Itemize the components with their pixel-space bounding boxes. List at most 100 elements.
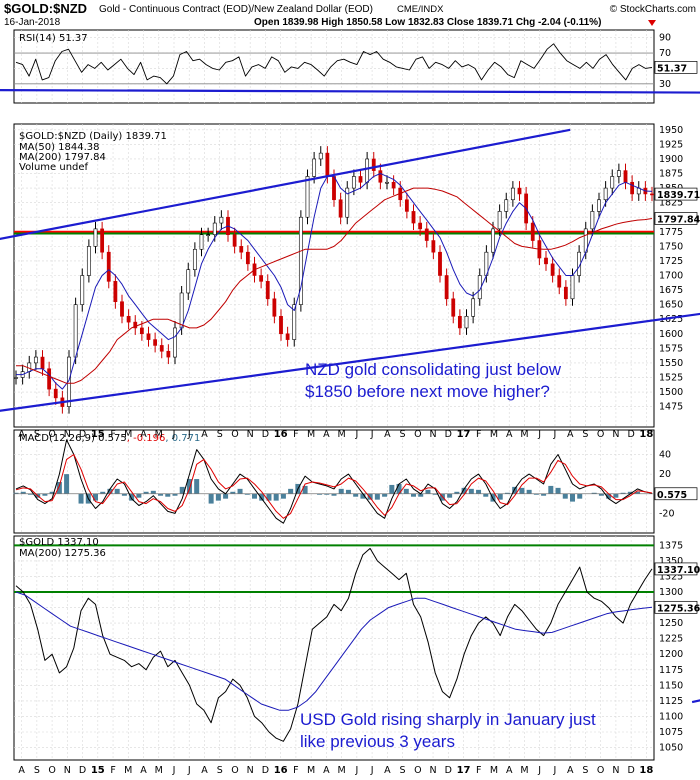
macd-histogram-bar	[56, 481, 62, 494]
x-month-label-bottom: S	[34, 765, 40, 776]
x-month-label-bottom: D	[262, 765, 269, 776]
x-month-label-mid: O	[48, 429, 55, 440]
candle-body	[245, 251, 250, 265]
macd-histogram-bar	[447, 493, 453, 498]
x-month-label-bottom: F	[293, 765, 298, 776]
x-month-label-bottom: A	[18, 765, 25, 776]
y-tick-label: 1950	[659, 125, 683, 136]
macd-histogram-bar	[100, 491, 106, 494]
candle-body	[173, 327, 177, 358]
macd-histogram-bar	[13, 492, 19, 494]
x-month-label-bottom: J	[187, 765, 191, 776]
macd-histogram-bar	[425, 489, 431, 494]
x-month-label-mid: F	[110, 429, 115, 440]
y-tick-label: 1500	[659, 387, 683, 398]
candle-body	[616, 170, 621, 177]
macd-histogram-bar	[432, 493, 438, 495]
x-month-label-mid: S	[34, 429, 40, 440]
macd-histogram-bar	[20, 491, 26, 494]
x-month-label-mid: S	[400, 429, 406, 440]
x-month-label-mid: A	[18, 429, 25, 440]
candle-body	[166, 350, 171, 358]
x-month-label-mid: O	[597, 429, 604, 440]
macd-histogram-bar	[259, 493, 265, 501]
candle-body	[371, 158, 376, 171]
candle-body	[33, 356, 38, 364]
macd-histogram-bar	[273, 493, 279, 501]
macd-histogram-bar	[143, 491, 149, 494]
x-month-label-bottom: M	[490, 765, 498, 776]
candle-body	[285, 333, 290, 340]
gold-annotation-line-0: USD Gold rising sharply in January just	[300, 710, 596, 729]
x-month-label-bottom: 17	[457, 765, 471, 776]
candle-body	[497, 211, 502, 230]
candle-body	[93, 228, 98, 247]
candle-body	[146, 333, 151, 340]
candle-body	[113, 281, 118, 303]
x-month-label-mid: J	[370, 429, 374, 440]
candle-body	[40, 356, 45, 370]
gold-ma200-last-box	[654, 600, 698, 614]
x-month-label-bottom: N	[612, 765, 619, 776]
x-month-label-mid: J	[172, 429, 176, 440]
y-tick-label: 30	[659, 79, 671, 90]
y-tick-label: 1375	[659, 540, 683, 551]
rsi-line	[15, 43, 653, 85]
macd-histogram-bar	[353, 493, 359, 497]
x-month-label-mid: A	[201, 429, 208, 440]
candle-body	[133, 321, 138, 329]
y-tick-label: 1100	[659, 711, 683, 722]
macd-histogram-bar	[121, 493, 127, 496]
candle-body	[365, 158, 370, 183]
macd-histogram-bar	[208, 493, 214, 504]
x-month-label-mid: A	[140, 429, 147, 440]
x-month-label-mid: D	[445, 429, 452, 440]
panel-frame	[13, 535, 655, 761]
macd-histogram-bar	[338, 488, 344, 494]
gold-ma200-line	[15, 591, 653, 711]
gold-ma200-last: 1275.36	[657, 603, 700, 614]
macd-histogram-bar	[331, 493, 337, 496]
candle-body	[298, 216, 303, 305]
macd-histogram-bar	[345, 489, 351, 494]
candle-body	[139, 327, 144, 335]
macd-histogram-bar	[107, 488, 113, 494]
macd-histogram-bar	[606, 493, 612, 499]
x-month-label-mid: N	[612, 429, 619, 440]
macd-histogram-bar	[418, 493, 424, 497]
x-month-label-bottom: J	[553, 765, 557, 776]
macd-histogram-bar	[230, 491, 236, 494]
macd-histogram-bar	[483, 493, 489, 497]
candle-body	[120, 301, 124, 317]
macd-histogram-bar	[244, 493, 250, 495]
macd-histogram-bar	[280, 493, 286, 499]
candle-body	[451, 298, 456, 317]
x-month-label-bottom: 16	[274, 765, 288, 776]
y-tick-label: 1875	[659, 169, 683, 180]
candle-body	[47, 368, 52, 390]
x-month-label-bottom: D	[445, 765, 452, 776]
x-month-label-bottom: 18	[639, 765, 653, 776]
candle-body	[471, 298, 476, 317]
candle-body	[378, 170, 383, 183]
x-month-label-mid: D	[79, 429, 86, 440]
candle-body	[153, 339, 158, 346]
candle-body	[325, 152, 330, 177]
macd-histogram-bar	[49, 491, 55, 494]
macd-histogram-bar	[215, 493, 221, 501]
x-month-label-mid: N	[429, 429, 436, 440]
x-month-label-bottom: A	[323, 765, 330, 776]
x-month-label-mid: S	[217, 429, 223, 440]
rsi-trendline	[0, 88, 700, 94]
candle-body	[544, 257, 548, 265]
candle-body	[212, 222, 217, 236]
gold-last-close: 1337.10	[657, 565, 700, 576]
header-date: 16-Jan-2018	[4, 17, 61, 28]
x-month-label-mid: J	[537, 429, 541, 440]
y-tick-label: -20	[659, 508, 675, 519]
macd-histogram-bar	[504, 492, 510, 494]
macd-histogram-bar	[172, 493, 178, 496]
candle-body	[444, 275, 449, 300]
macd-histogram-bar	[526, 489, 532, 494]
